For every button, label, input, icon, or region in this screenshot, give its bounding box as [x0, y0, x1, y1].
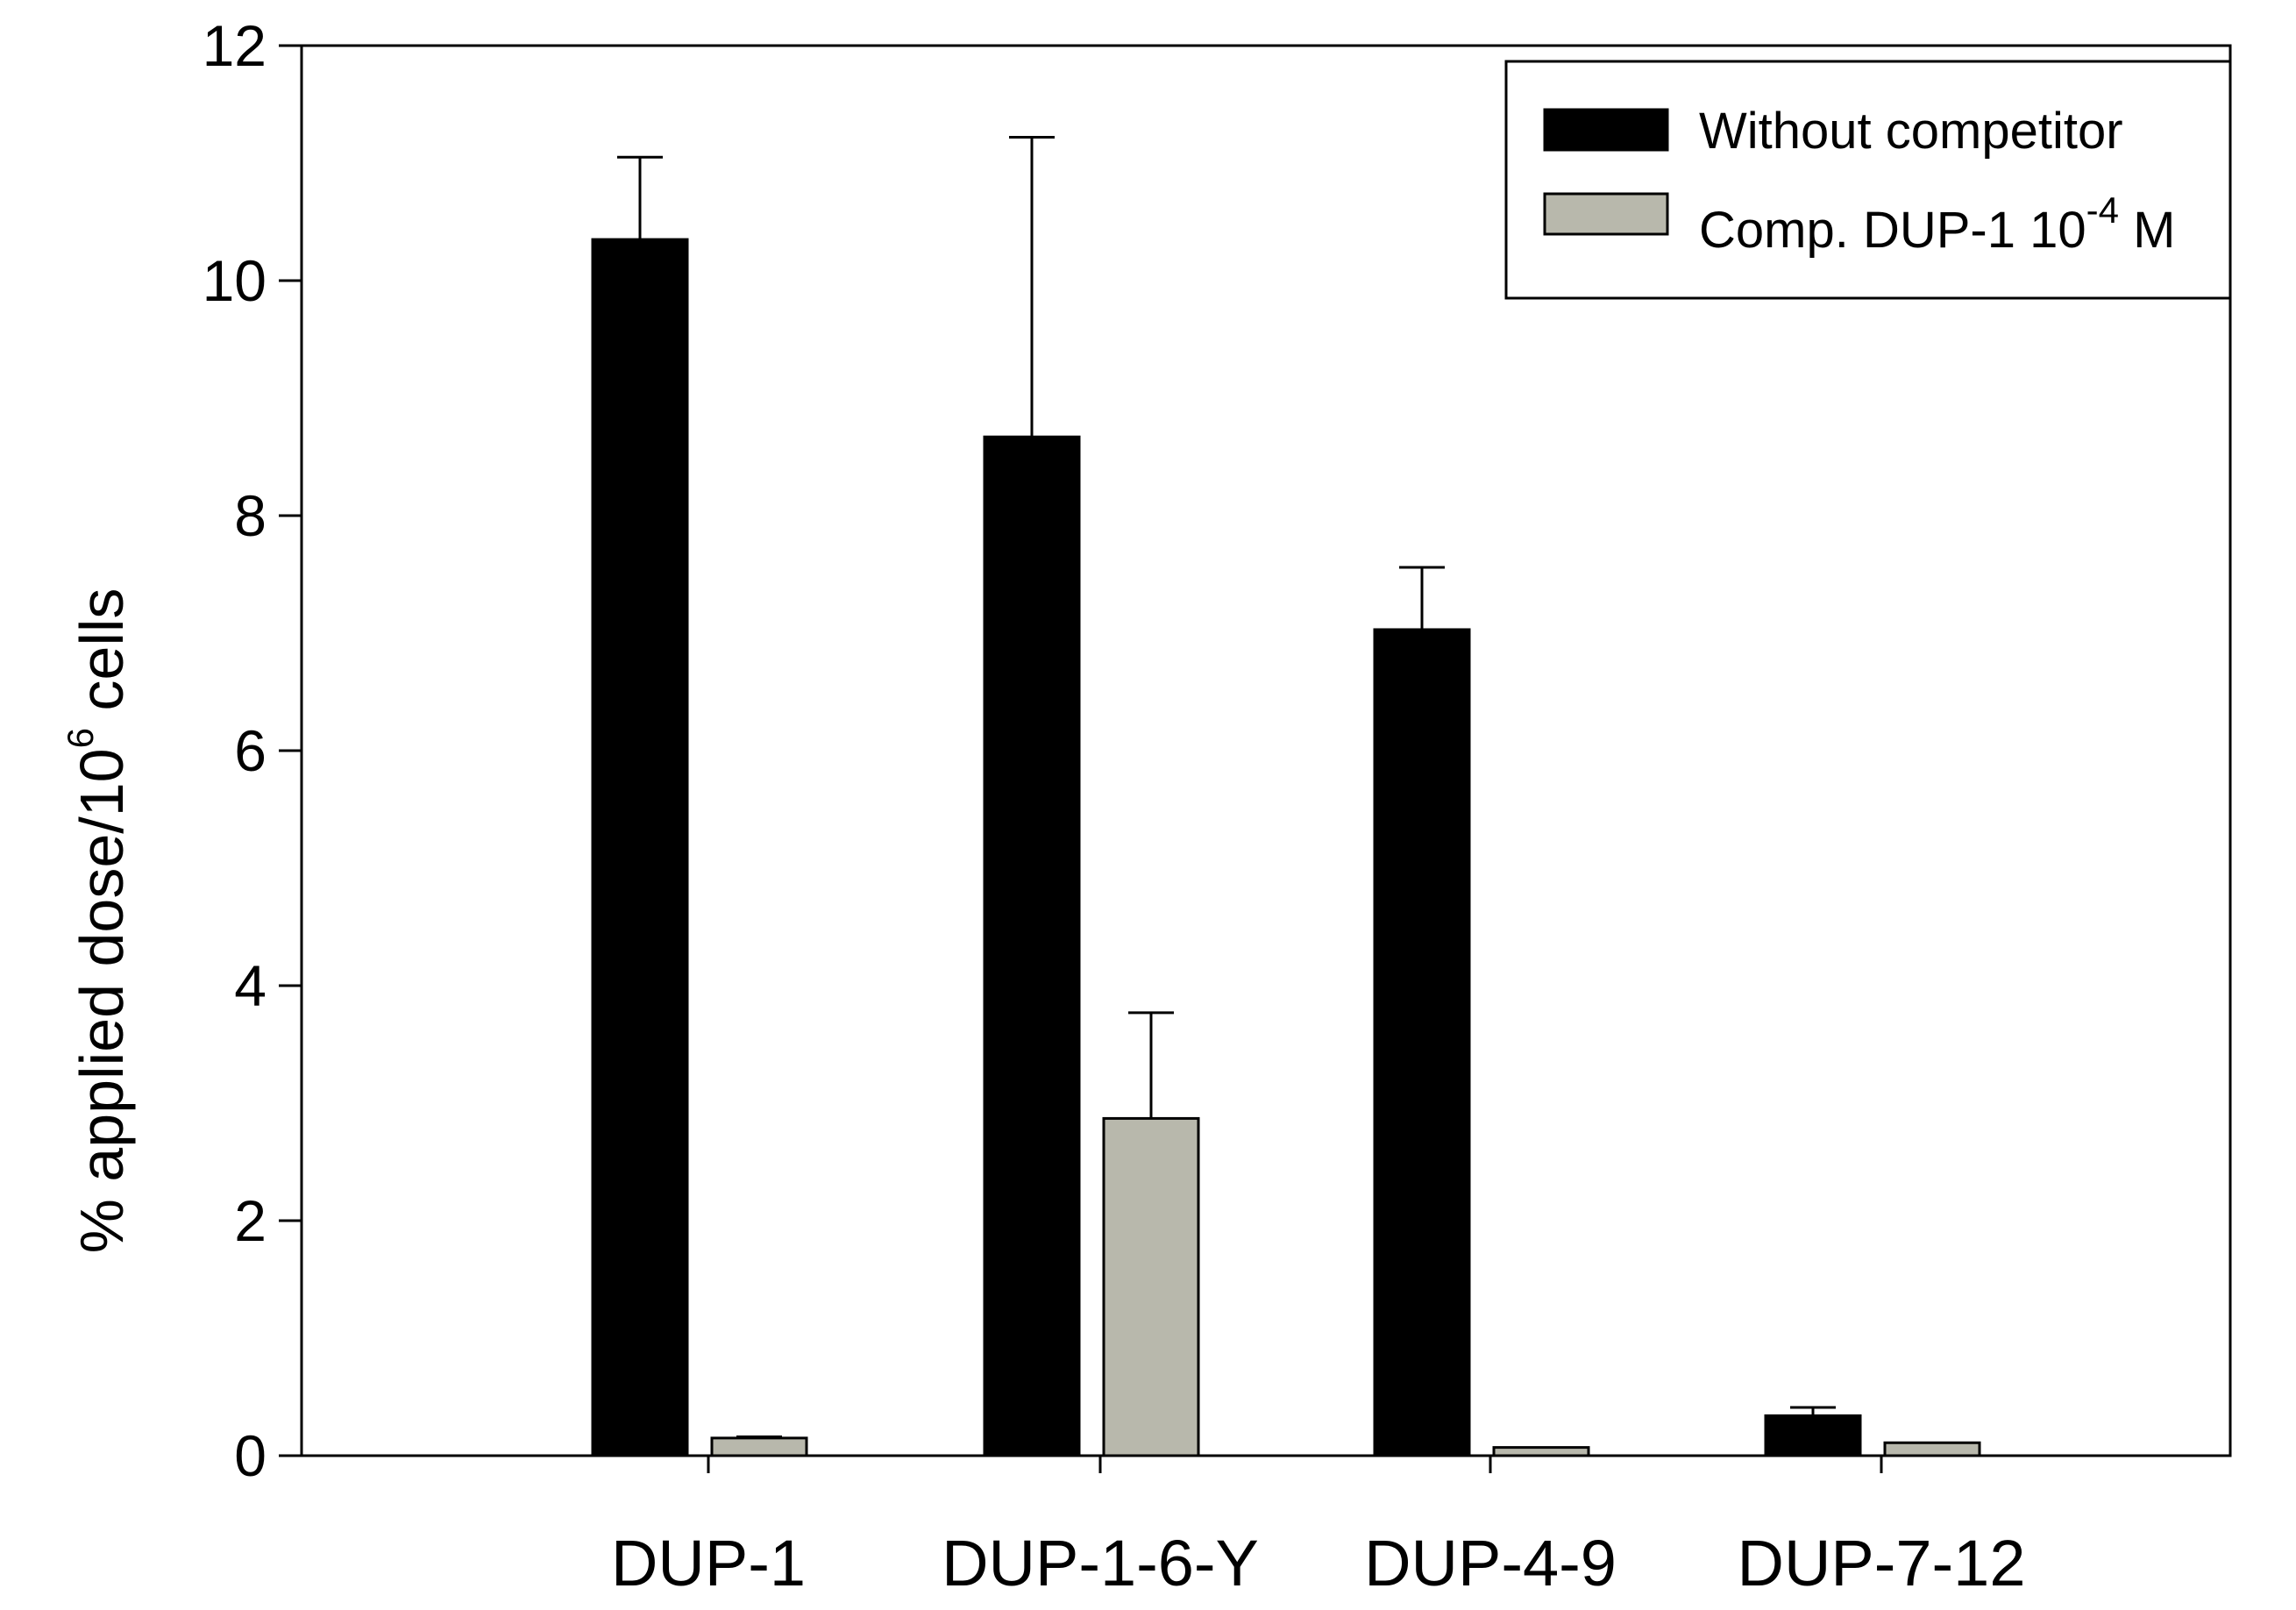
- bar-without-competitor: [1764, 1414, 1862, 1457]
- legend-swatch-without-competitor: [1543, 108, 1669, 152]
- bar-competitor: [710, 1436, 808, 1457]
- x-tick-label: DUP-4-9: [1364, 1527, 1617, 1599]
- bar-without-competitor: [983, 435, 1081, 1457]
- bar-without-competitor: [591, 238, 689, 1457]
- legend-label-competitor-suffix: M: [2119, 202, 2175, 259]
- bars-group: [591, 238, 1981, 1457]
- legend: Without competitor Comp. DUP-1 10-4 M: [1504, 60, 2232, 300]
- x-tick-label: DUP-7-12: [1738, 1527, 2026, 1599]
- y-axis-title-suffix: cells: [68, 588, 136, 728]
- legend-label-competitor-superscript: -4: [2086, 189, 2119, 231]
- y-tick-label: 0: [234, 1423, 267, 1488]
- bar-without-competitor: [1373, 628, 1471, 1457]
- y-tick-label: 8: [234, 483, 267, 548]
- legend-label-without-competitor: Without competitor: [1699, 103, 2123, 160]
- bar-competitor: [1883, 1441, 1981, 1457]
- y-axis-title-main: % applied dose/10: [68, 748, 136, 1253]
- bar-competitor: [1492, 1446, 1590, 1457]
- y-tick-label: 4: [234, 953, 267, 1018]
- x-tick-label: DUP-1-6-Y: [942, 1527, 1259, 1599]
- legend-swatch-competitor: [1543, 192, 1669, 236]
- y-tick-label: 6: [234, 718, 267, 783]
- x-axis: DUP-1 DUP-1-6-Y DUP-4-9 DUP-7-12: [611, 1456, 2026, 1599]
- legend-label-competitor: Comp. DUP-1 10-4 M: [1699, 189, 2175, 259]
- legend-label-competitor-main: Comp. DUP-1 10: [1699, 202, 2086, 259]
- y-axis-title-superscript: 6: [60, 728, 101, 748]
- y-axis-title: % applied dose/106 cells: [60, 588, 136, 1254]
- y-tick-label: 2: [234, 1188, 267, 1253]
- legend-box: [1504, 60, 2232, 300]
- y-tick-label: 10: [203, 248, 267, 313]
- error-bars-group: [617, 136, 1836, 1439]
- y-axis: 0 2 4 6 8 10 12: [203, 13, 302, 1488]
- bar-competitor: [1102, 1116, 1200, 1457]
- y-tick-label: 12: [203, 13, 267, 78]
- x-tick-label: DUP-1: [611, 1527, 806, 1599]
